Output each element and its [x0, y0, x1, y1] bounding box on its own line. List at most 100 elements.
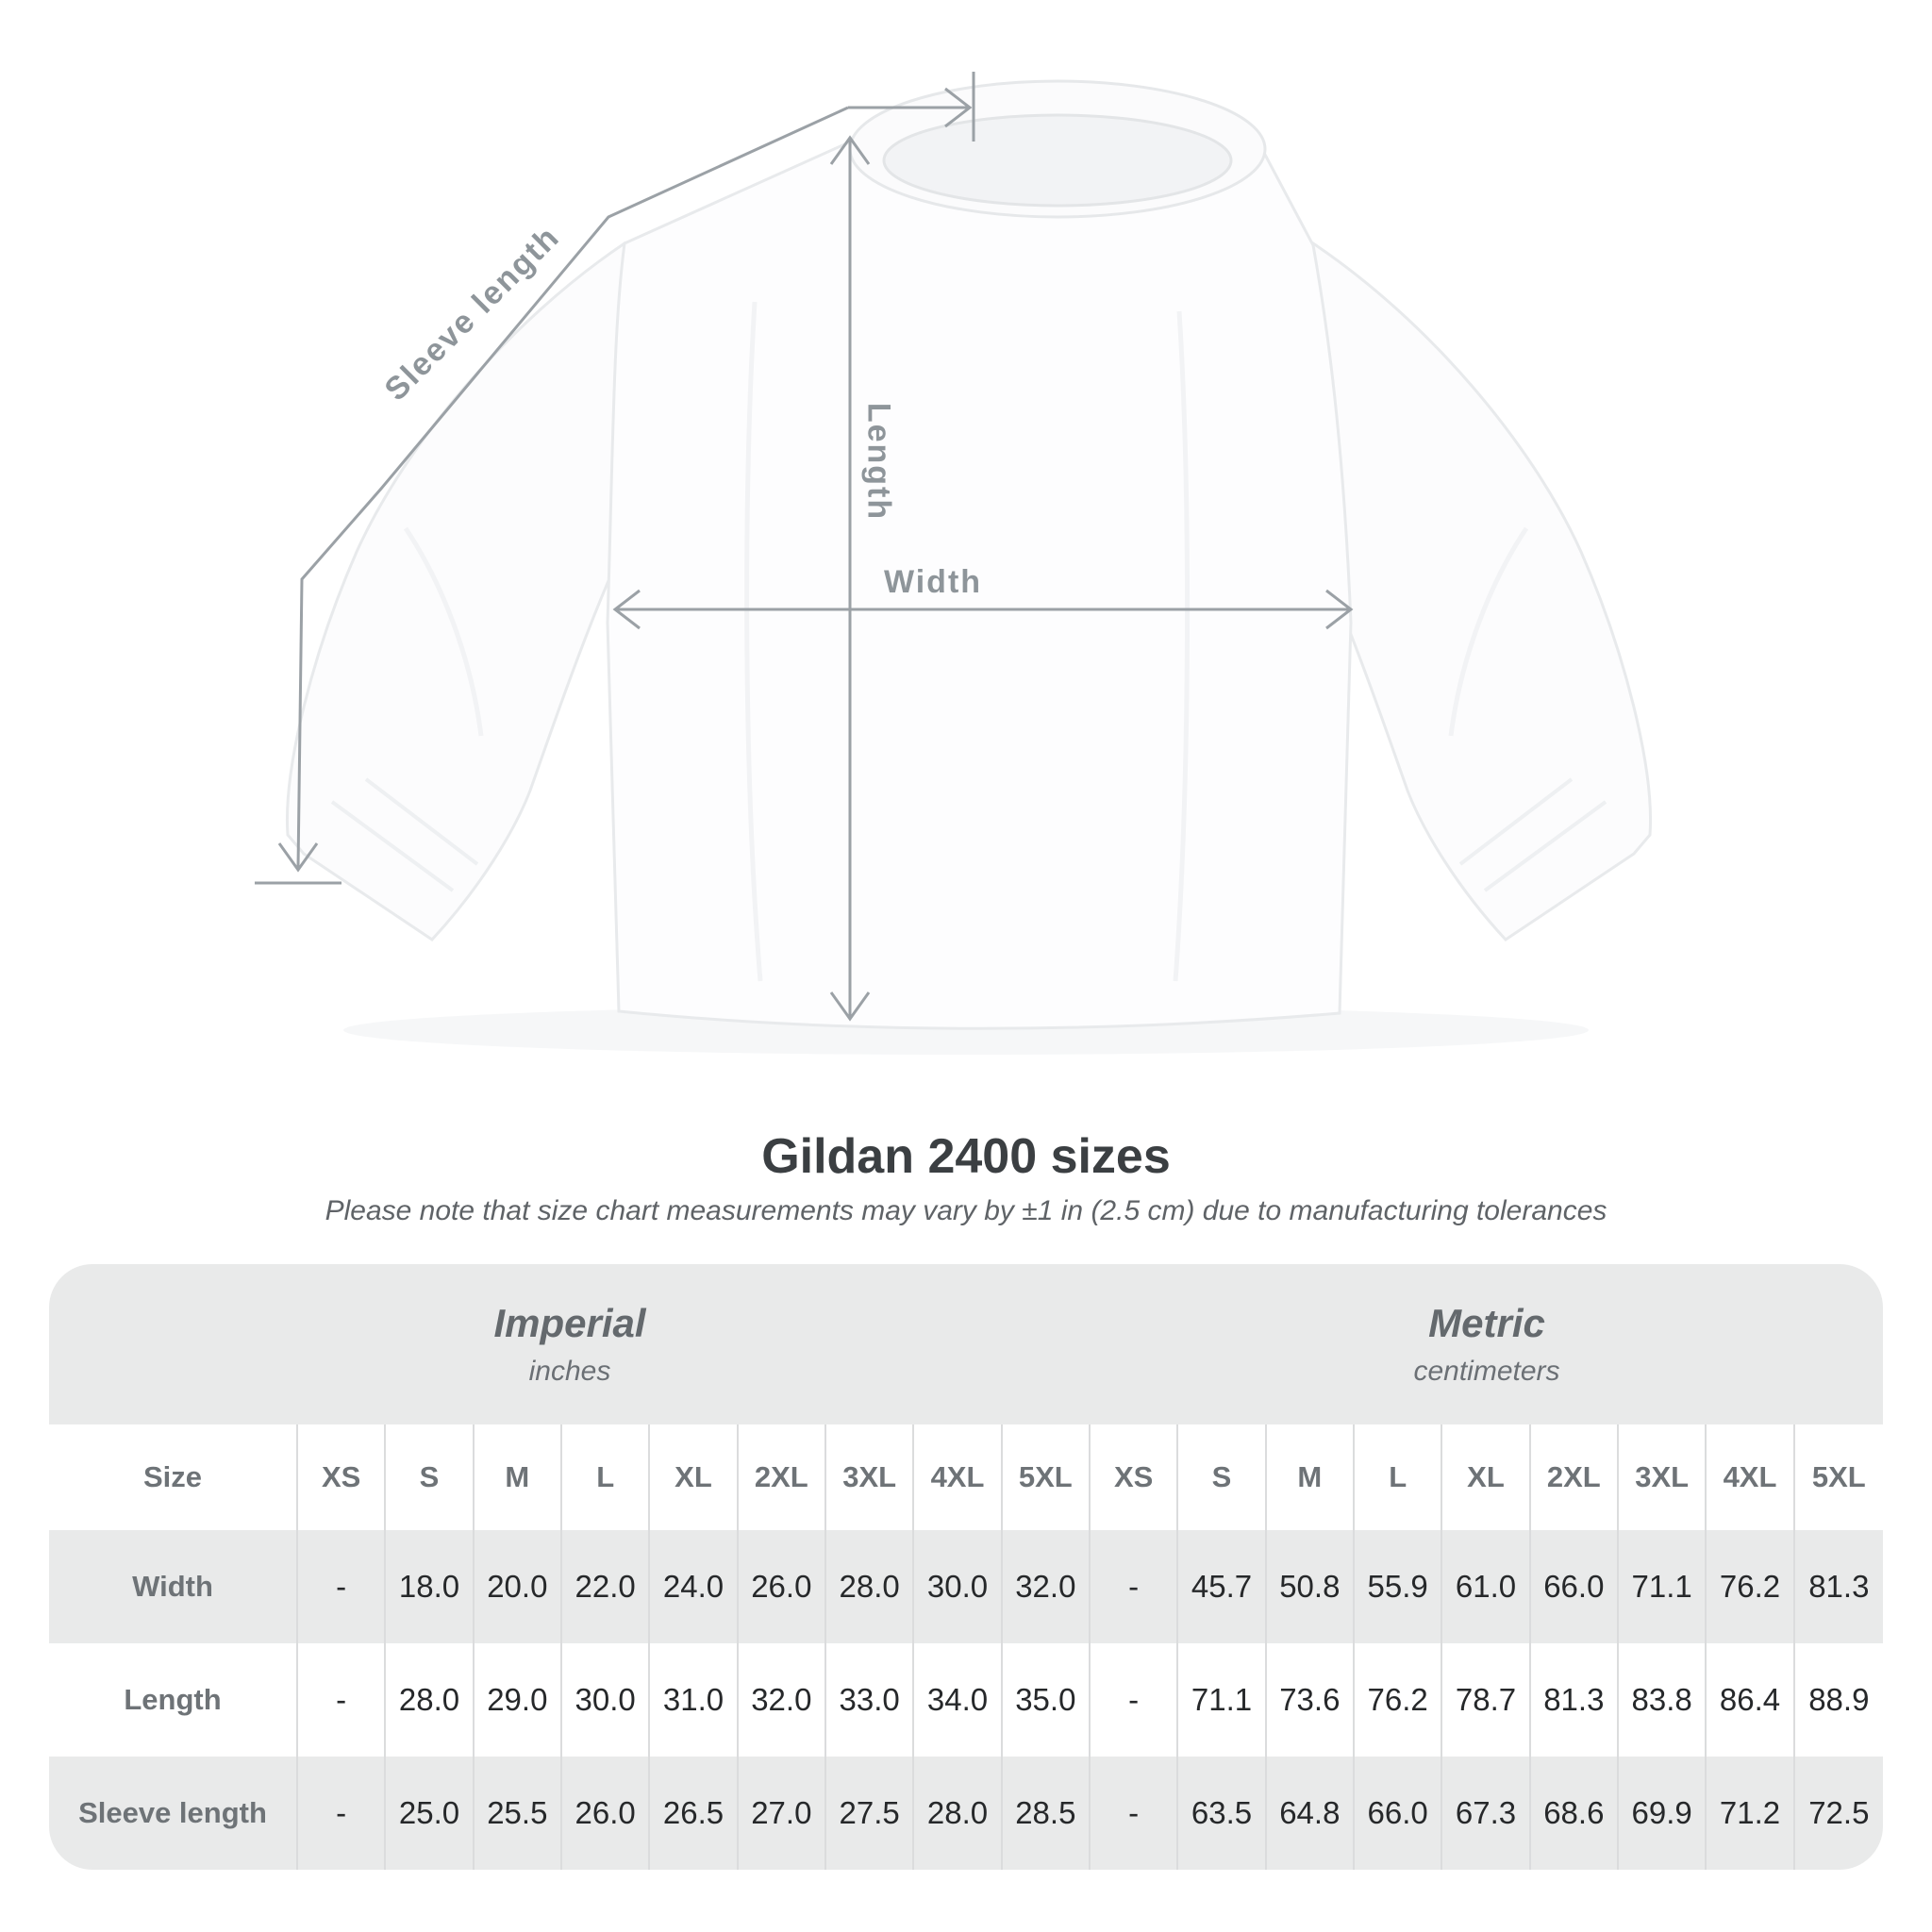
- sleeve-metric-5xl: 72.5: [1808, 1795, 1870, 1830]
- length-imperial-4xl: 34.0: [914, 1643, 1003, 1757]
- width-imperial-4xl: 30.0: [914, 1530, 1003, 1643]
- width-metric-3xl: 71.1: [1619, 1530, 1707, 1643]
- shirt-right-sleeve: [1270, 241, 1652, 941]
- table-row-width: Width - 18.0 20.0 22.0 24.0 26.0 28.0 30…: [49, 1530, 1883, 1643]
- width-metric-l: 55.9: [1355, 1530, 1443, 1643]
- width-imperial-s: 18.0: [386, 1530, 475, 1643]
- sleeve-imperial-s: 25.0: [386, 1757, 475, 1870]
- width-imperial-xs: -: [298, 1530, 387, 1643]
- col-header-imperial-l: L: [562, 1424, 651, 1530]
- length-up-arrowhead: [829, 135, 871, 165]
- col-header-imperial-5xl: 5XL: [1003, 1424, 1091, 1530]
- sleeve-metric-xl: 67.3: [1442, 1757, 1531, 1870]
- sleeve-imperial-xl: 26.5: [650, 1757, 739, 1870]
- length-imperial-xl: 31.0: [650, 1643, 739, 1757]
- col-header-metric-m: M: [1267, 1424, 1355, 1530]
- imperial-group-title: Imperial: [493, 1301, 646, 1345]
- col-header-imperial-2xl: 2XL: [739, 1424, 826, 1530]
- table-row-sleeve-length: Sleeve length - 25.0 25.5 26.0 26.5 27.0…: [49, 1757, 1883, 1870]
- page-title: Gildan 2400 sizes: [761, 1129, 1171, 1184]
- width-imperial-3xl: 28.0: [826, 1530, 915, 1643]
- row-label-width: Width: [49, 1530, 298, 1643]
- row-label-length: Length: [49, 1643, 298, 1757]
- width-label: Width: [883, 564, 983, 600]
- col-header-metric-s: S: [1178, 1424, 1267, 1530]
- shirt-measurement-figure: [255, 72, 1652, 1030]
- sleeve-metric-3xl: 69.9: [1619, 1757, 1707, 1870]
- width-metric-2xl: 66.0: [1531, 1530, 1619, 1643]
- length-imperial-s: 28.0: [386, 1643, 475, 1757]
- width-metric-5xl: 81.3: [1808, 1569, 1870, 1604]
- sleeve-metric-l: 66.0: [1355, 1757, 1443, 1870]
- shirt-body: [606, 140, 1353, 1030]
- tolerance-note: Please note that size chart measurements…: [325, 1195, 1607, 1226]
- table-row-length: Length - 28.0 29.0 30.0 31.0 32.0 33.0 3…: [49, 1643, 1883, 1757]
- length-imperial-2xl: 32.0: [739, 1643, 826, 1757]
- imperial-group-unit: inches: [528, 1356, 611, 1387]
- col-header-imperial-m: M: [475, 1424, 562, 1530]
- width-metric-xs: -: [1091, 1530, 1179, 1643]
- col-header-imperial-3xl: 3XL: [826, 1424, 915, 1530]
- col-header-metric-4xl: 4XL: [1707, 1424, 1795, 1530]
- col-header-metric-xs: XS: [1091, 1424, 1179, 1530]
- size-column-header: Size: [49, 1424, 298, 1530]
- metric-group-header: Metric centimeters: [1091, 1264, 1883, 1424]
- length-imperial-5xl: 35.0: [1003, 1643, 1091, 1757]
- length-metric-2xl: 81.3: [1531, 1643, 1619, 1757]
- sleeve-metric-4xl: 71.2: [1707, 1757, 1795, 1870]
- col-header-imperial-s: S: [386, 1424, 475, 1530]
- right-cuff-seam: [1458, 777, 1607, 892]
- sleeve-imperial-xs: -: [298, 1757, 387, 1870]
- col-header-metric-xl: XL: [1442, 1424, 1531, 1530]
- col-header-metric-2xl: 2XL: [1531, 1424, 1619, 1530]
- length-metric-5xl: 88.9: [1808, 1682, 1870, 1717]
- length-metric-3xl: 83.8: [1619, 1643, 1707, 1757]
- length-imperial-m: 29.0: [475, 1643, 562, 1757]
- length-metric-s: 71.1: [1178, 1643, 1267, 1757]
- length-imperial-l: 30.0: [562, 1643, 651, 1757]
- col-header-imperial-xs: XS: [298, 1424, 387, 1530]
- sleeve-right-arrowhead: [944, 87, 973, 128]
- col-header-metric-5xl: 5XL: [1811, 1460, 1866, 1493]
- width-metric-4xl: 76.2: [1707, 1530, 1795, 1643]
- width-left-arrowhead: [612, 589, 641, 630]
- sleeve-imperial-l: 26.0: [562, 1757, 651, 1870]
- sleeve-imperial-3xl: 27.5: [826, 1757, 915, 1870]
- sleeve-imperial-4xl: 28.0: [914, 1757, 1003, 1870]
- imperial-group-header: Imperial inches: [49, 1264, 1091, 1424]
- length-imperial-3xl: 33.0: [826, 1643, 915, 1757]
- width-right-arrowhead: [1325, 589, 1354, 630]
- width-imperial-xl: 24.0: [650, 1530, 739, 1643]
- sleeve-imperial-m: 25.5: [475, 1757, 562, 1870]
- length-imperial-xs: -: [298, 1643, 387, 1757]
- length-down-arrowhead: [829, 991, 871, 1022]
- metric-group-unit: centimeters: [1413, 1356, 1560, 1387]
- sleeve-metric-m: 64.8: [1267, 1757, 1355, 1870]
- width-metric-s: 45.7: [1178, 1530, 1267, 1643]
- sleeve-imperial-2xl: 27.0: [739, 1757, 826, 1870]
- sleeve-metric-xs: -: [1091, 1757, 1179, 1870]
- length-metric-l: 76.2: [1355, 1643, 1443, 1757]
- length-metric-xl: 78.7: [1442, 1643, 1531, 1757]
- measurement-lines: [255, 72, 1354, 1022]
- size-table: Imperial inches Metric centimeters Size …: [49, 1264, 1883, 1870]
- shirt-folds: [403, 301, 1529, 982]
- left-cuff-seam: [330, 777, 479, 892]
- column-header-row: Size XS S M L XL 2XL 3XL 4XL 5XL XS S M …: [49, 1424, 1883, 1530]
- collar-inner: [882, 113, 1233, 208]
- length-metric-m: 73.6: [1267, 1643, 1355, 1757]
- sleeve-imperial-5xl: 28.5: [1003, 1757, 1091, 1870]
- width-imperial-l: 22.0: [562, 1530, 651, 1643]
- width-imperial-2xl: 26.0: [739, 1530, 826, 1643]
- sleeve-length-line: [296, 106, 849, 869]
- row-label-sleeve-length: Sleeve length: [49, 1757, 298, 1870]
- length-label: Length: [860, 402, 897, 522]
- sleeve-metric-2xl: 68.6: [1531, 1757, 1619, 1870]
- width-imperial-m: 20.0: [475, 1530, 562, 1643]
- width-imperial-5xl: 32.0: [1003, 1530, 1091, 1643]
- col-header-imperial-4xl: 4XL: [914, 1424, 1003, 1530]
- width-metric-m: 50.8: [1267, 1530, 1355, 1643]
- col-header-metric-l: L: [1355, 1424, 1443, 1530]
- sleeve-metric-s: 63.5: [1178, 1757, 1267, 1870]
